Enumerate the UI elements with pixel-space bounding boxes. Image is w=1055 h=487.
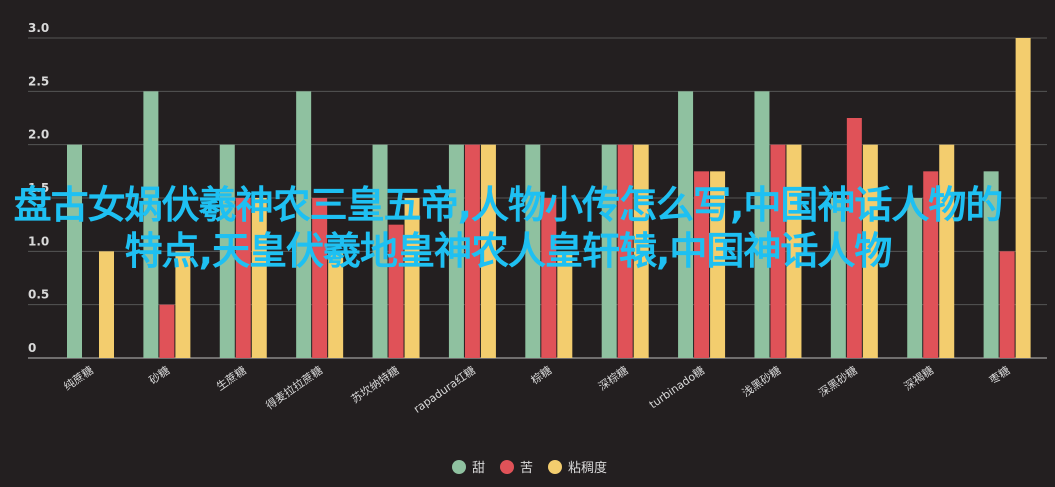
bar-粘稠度 (633, 144, 649, 358)
bar-甜 (372, 144, 388, 358)
legend-swatch[interactable] (500, 460, 514, 474)
y-tick-label: 1.0 (28, 234, 49, 248)
bar-甜 (448, 144, 464, 358)
bar-粘稠度 (480, 144, 496, 358)
bar-粘稠度 (939, 144, 955, 358)
x-category-label: 深黑砂糖 (816, 363, 860, 400)
x-category-label: 砂糖 (146, 363, 172, 387)
y-tick-label: 3.0 (28, 21, 49, 35)
x-category-label: 深褐糖 (901, 363, 936, 393)
bar-粘稠度 (710, 171, 726, 358)
bar-甜 (601, 144, 617, 358)
bar-苦 (388, 224, 404, 358)
bar-甜 (754, 91, 770, 358)
legend-label[interactable]: 甜 (472, 460, 485, 476)
bar-苦 (846, 118, 862, 358)
bars (67, 38, 1031, 358)
bar-粘稠度 (862, 144, 878, 358)
bar-粘稠度 (557, 251, 573, 358)
bar-粘稠度 (99, 251, 114, 358)
y-tick-label: 2.0 (28, 128, 49, 142)
legend-label[interactable]: 粘稠度 (568, 460, 607, 476)
legend-swatch[interactable] (452, 460, 466, 474)
legend[interactable]: 甜 苦 粘稠度 (452, 460, 607, 476)
x-category-label: 得麦拉拉蔗糖 (263, 363, 325, 412)
bar-甜 (143, 91, 159, 358)
y-tick-label: 0.5 (28, 288, 49, 302)
bar-苦 (541, 198, 557, 358)
x-category-label: 生蔗糖 (214, 363, 249, 393)
bar-粘稠度 (1015, 38, 1031, 358)
bar-苦 (617, 144, 633, 358)
x-category-label: 枣糖 (986, 363, 1012, 387)
y-tick-label: 2.5 (28, 74, 49, 88)
bar-苦 (159, 304, 175, 358)
bar-甜 (219, 144, 235, 358)
legend-swatch[interactable] (548, 460, 562, 474)
bar-粘稠度 (251, 198, 267, 358)
x-category-label: 纯蔗糖 (61, 363, 96, 393)
bar-粘稠度 (175, 251, 191, 358)
y-tick-label: 0 (28, 341, 36, 355)
y-axis-ticks: 0 0.5 1.0 1.5 2.0 2.5 3.0 (28, 21, 49, 355)
bar-甜 (983, 171, 999, 358)
bar-粘稠度 (328, 251, 344, 358)
bar-甜 (830, 198, 846, 358)
bar-甜 (525, 144, 541, 358)
bar-甜 (67, 144, 82, 358)
bar-苦 (999, 251, 1015, 358)
x-category-label: rapadura红糖 (411, 363, 478, 416)
x-category-label: 浅黑砂糖 (739, 363, 783, 400)
y-tick-label: 1.5 (28, 181, 49, 195)
overlay-title-text: 盘古女娲伏羲神农三皇五帝,人物小传怎么写,中国神话人物的特点,天皇伏羲地皇神农人… (13, 183, 1004, 273)
bar-甜 (296, 91, 312, 358)
bar-苦 (235, 198, 251, 358)
bar-苦 (464, 144, 480, 358)
bar-甜 (678, 91, 694, 358)
bar-粘稠度 (786, 144, 802, 358)
bar-甜 (907, 198, 923, 358)
bar-苦 (923, 171, 939, 358)
bar-苦 (770, 144, 786, 358)
x-category-label: turbinado糖 (646, 363, 707, 411)
legend-label[interactable]: 苦 (520, 460, 533, 476)
x-category-label: 棕糖 (528, 363, 554, 387)
x-category-label: 深棕糖 (596, 363, 631, 393)
x-category-label: 苏坎纳特糖 (348, 363, 401, 406)
bar-苦 (312, 198, 328, 358)
bar-粘稠度 (404, 198, 420, 358)
x-axis-labels: 纯蔗糖 砂糖 生蔗糖 得麦拉拉蔗糖 苏坎纳特糖 rapadura红糖 棕糖 深棕糖 turbin… (61, 363, 1013, 416)
bar-苦 (694, 171, 710, 358)
